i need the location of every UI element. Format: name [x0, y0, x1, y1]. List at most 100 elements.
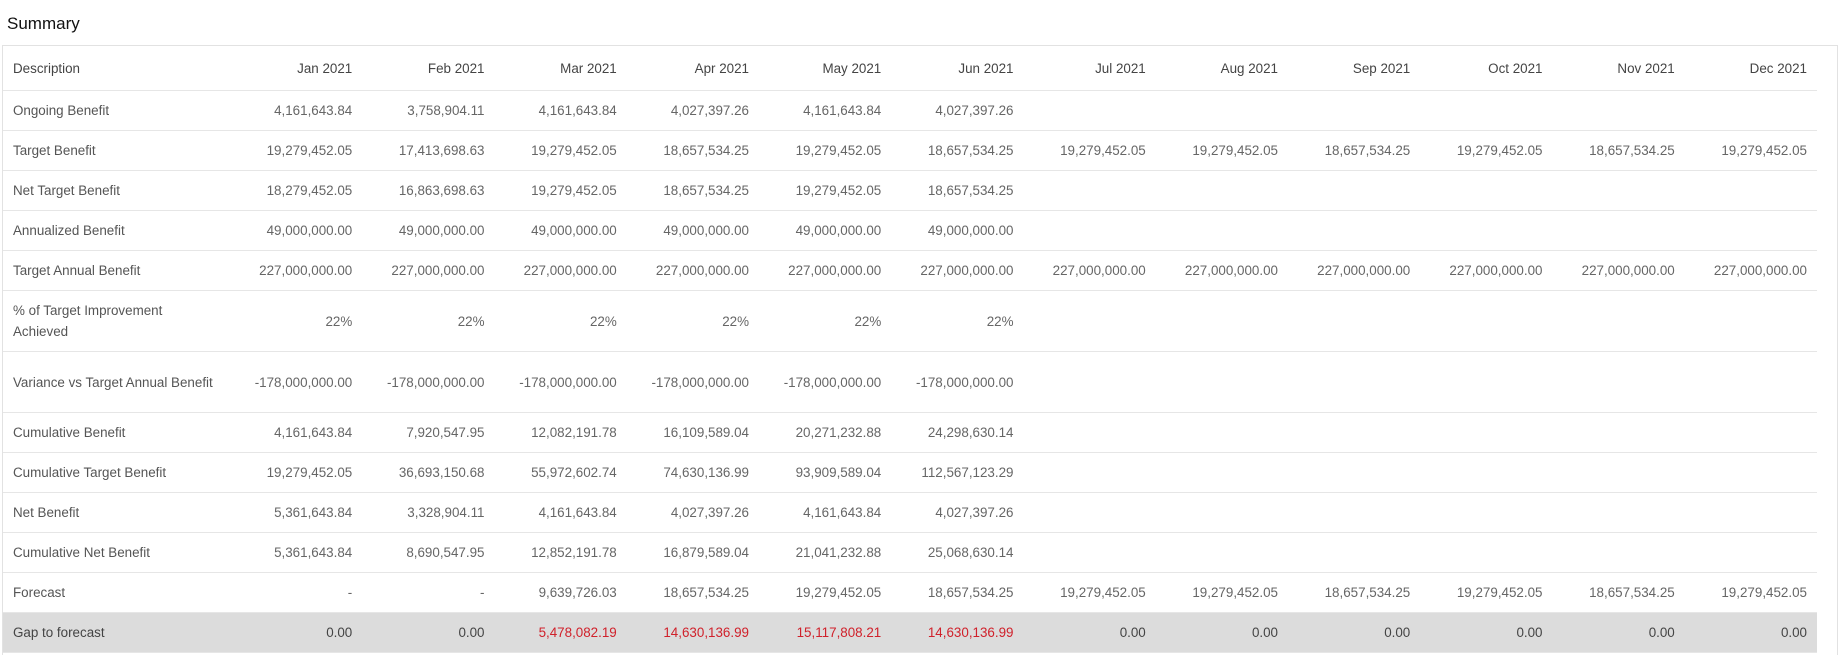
table-cell — [1155, 412, 1288, 453]
row-label: Variance vs Target Annual Benefit — [3, 351, 230, 413]
table-cell: 18,657,534.25 — [1288, 572, 1421, 613]
table-row: Net Benefit 5,361,643.84 3,328,904.11 4,161… — [3, 492, 1817, 533]
table-cell — [1552, 412, 1685, 453]
column-header-month[interactable]: Sep 2021 — [1288, 46, 1421, 91]
table-row: Cumulative Benefit 4,161,643.84 7,920,547.… — [3, 412, 1817, 453]
table-cell — [1023, 351, 1156, 413]
table-cell: 49,000,000.00 — [626, 210, 759, 251]
table-cell: 18,657,534.25 — [626, 572, 759, 613]
table-cell — [1684, 532, 1817, 573]
table-cell: -178,000,000.00 — [891, 351, 1024, 413]
table-cell: 21,041,232.88 — [759, 532, 892, 573]
table-cell: 4,161,643.84 — [494, 492, 627, 533]
table-row: Cumulative Net Benefit 5,361,643.84 8,690,… — [3, 532, 1817, 573]
row-label: Cumulative Target Benefit — [3, 452, 230, 493]
table-cell: 5,478,082.19 — [494, 612, 627, 653]
table-cell — [1155, 452, 1288, 493]
table-cell: 20,271,232.88 — [759, 412, 892, 453]
table-cell: 93,909,589.04 — [759, 452, 892, 493]
column-header-month[interactable]: Jul 2021 — [1023, 46, 1156, 91]
table-cell: 227,000,000.00 — [1155, 250, 1288, 291]
table-cell: 18,657,534.25 — [1288, 130, 1421, 171]
table-cell: 19,279,452.05 — [1155, 130, 1288, 171]
table-cell: 4,161,643.84 — [494, 90, 627, 131]
table-cell: 49,000,000.00 — [759, 210, 892, 251]
table-cell: 227,000,000.00 — [759, 250, 892, 291]
table-cell — [1420, 90, 1553, 131]
table-cell: 18,657,534.25 — [626, 130, 759, 171]
table-cell: 14,630,136.99 — [626, 612, 759, 653]
table-cell — [1420, 412, 1553, 453]
table-cell — [1552, 351, 1685, 413]
table-cell: 19,279,452.05 — [1420, 572, 1553, 613]
table-cell: 22% — [362, 290, 495, 352]
column-header-month[interactable]: Nov 2021 — [1552, 46, 1685, 91]
column-header-month[interactable]: Oct 2021 — [1420, 46, 1553, 91]
table-cell: 0.00 — [1155, 612, 1288, 653]
column-header-month[interactable]: Mar 2021 — [494, 46, 627, 91]
table-cell: 4,027,397.26 — [626, 90, 759, 131]
table-cell: 227,000,000.00 — [1684, 250, 1817, 291]
table-cell: 227,000,000.00 — [1420, 250, 1553, 291]
table-cell: 18,279,452.05 — [230, 170, 363, 211]
table-cell: 16,863,698.63 — [362, 170, 495, 211]
table-cell: -178,000,000.00 — [494, 351, 627, 413]
column-header-month[interactable]: Feb 2021 — [362, 46, 495, 91]
table-cell — [1155, 170, 1288, 211]
table-cell — [1552, 170, 1685, 211]
table-cell: 4,161,643.84 — [230, 412, 363, 453]
table-cell: 4,027,397.26 — [891, 90, 1024, 131]
table-cell — [1420, 452, 1553, 493]
table-cell — [1420, 492, 1553, 533]
table-row: Ongoing Benefit 4,161,643.84 3,758,904.11 4… — [3, 90, 1817, 131]
table-cell — [1552, 452, 1685, 493]
column-header-month[interactable]: Dec 2021 — [1684, 46, 1817, 91]
table-cell: 5,361,643.84 — [230, 532, 363, 573]
table-cell: 227,000,000.00 — [1552, 250, 1685, 291]
table-cell — [1552, 492, 1685, 533]
table-row: % of Target Improvement Achieved 22% 22% 22… — [3, 290, 1817, 352]
column-header-month[interactable]: Apr 2021 — [626, 46, 759, 91]
table-cell — [1023, 170, 1156, 211]
table-cell — [1023, 290, 1156, 352]
table-cell: 18,657,534.25 — [626, 170, 759, 211]
table-cell: 19,279,452.05 — [1420, 130, 1553, 171]
table-cell — [1288, 532, 1421, 573]
row-label: Ongoing Benefit — [3, 90, 230, 131]
column-header-month[interactable]: Jun 2021 — [891, 46, 1024, 91]
table-cell: 74,630,136.99 — [626, 452, 759, 493]
column-header-month[interactable]: Jan 2021 — [230, 46, 363, 91]
table-cell — [1288, 492, 1421, 533]
table-cell — [1288, 90, 1421, 131]
table-cell — [1155, 290, 1288, 352]
table-cell: - — [362, 572, 495, 613]
column-header-description[interactable]: Description — [3, 46, 230, 91]
table-cell: 227,000,000.00 — [1023, 250, 1156, 291]
row-label: Target Annual Benefit — [3, 250, 230, 291]
page-title: Summary — [7, 14, 80, 33]
header-row: Description Jan 2021 Feb 2021 Mar 2021 A… — [3, 46, 1817, 91]
column-header-month[interactable]: May 2021 — [759, 46, 892, 91]
table-cell: -178,000,000.00 — [362, 351, 495, 413]
table-cell — [1023, 532, 1156, 573]
column-header-month[interactable]: Aug 2021 — [1155, 46, 1288, 91]
table-row: Annualized Benefit 49,000,000.00 49,000,00… — [3, 210, 1817, 251]
table-cell: 3,328,904.11 — [362, 492, 495, 533]
table-row: Target Benefit 19,279,452.05 17,413,698.63… — [3, 130, 1817, 171]
table-cell — [1684, 90, 1817, 131]
table-cell: 0.00 — [362, 612, 495, 653]
table-cell: 22% — [891, 290, 1024, 352]
table-row: Net Target Benefit 18,279,452.05 16,863,69… — [3, 170, 1817, 211]
table-cell — [1420, 170, 1553, 211]
table-cell: 19,279,452.05 — [1023, 130, 1156, 171]
table-cell — [1155, 90, 1288, 131]
table-cell: 22% — [494, 290, 627, 352]
table-cell: 4,027,397.26 — [891, 492, 1024, 533]
table-cell: 4,161,643.84 — [230, 90, 363, 131]
table-row: Target Annual Benefit 227,000,000.00 227,0… — [3, 250, 1817, 291]
table-cell: 19,279,452.05 — [759, 572, 892, 613]
table-cell: 227,000,000.00 — [362, 250, 495, 291]
table-body: Ongoing Benefit 4,161,643.84 3,758,904.11 4… — [3, 90, 1817, 653]
table-row: Cumulative Target Benefit 19,279,452.05 36… — [3, 452, 1817, 493]
row-label: % of Target Improvement Achieved — [3, 290, 230, 352]
